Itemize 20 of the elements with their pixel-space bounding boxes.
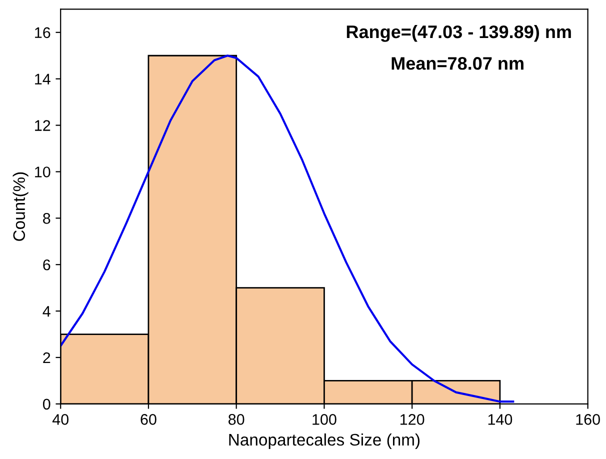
x-axis-title: Nanopartecales Size (nm) <box>229 433 420 449</box>
y-tick-label: 6 <box>43 259 50 270</box>
y-tick-label: 2 <box>43 352 50 364</box>
y-tick-label: 4 <box>42 306 50 317</box>
y-tick-label: 14 <box>35 74 50 84</box>
x-tick-label: 120 <box>400 414 424 425</box>
y-tick-label: 0 <box>42 398 50 410</box>
x-tick-label: 140 <box>488 414 512 425</box>
y-axis-title: Count(%) <box>12 172 28 241</box>
x-tick-label: 40 <box>52 414 68 425</box>
x-tick-label: 160 <box>576 414 600 425</box>
x-tick-label: 80 <box>228 414 244 425</box>
y-tick-label: 12 <box>35 120 50 131</box>
x-tick-label: 60 <box>140 414 156 425</box>
annotation: Mean=78.07 nm <box>392 57 524 70</box>
y-tick-label: 8 <box>43 213 50 224</box>
y-tick-label: 16 <box>35 27 50 38</box>
annotation: Range=(47.03 - 139.89) nm <box>346 24 571 42</box>
y-tick-label: 10 <box>35 166 50 178</box>
x-tick-label: 100 <box>312 414 336 425</box>
